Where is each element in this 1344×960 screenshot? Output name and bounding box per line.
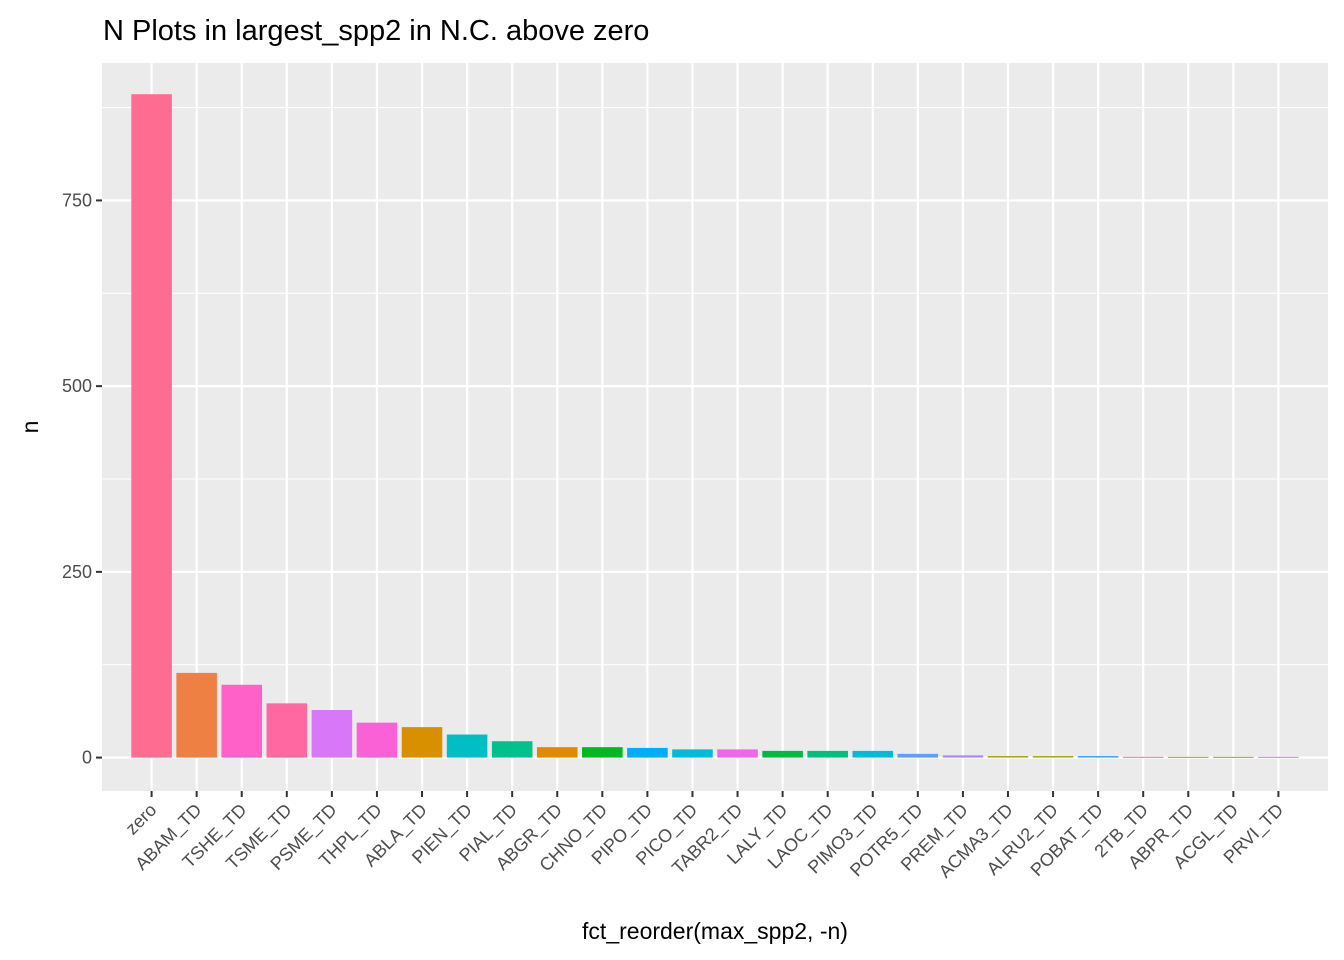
- bar-LALY_TD: [762, 750, 803, 758]
- bar-ABAM_TD: [176, 672, 217, 758]
- bar-POBAT_TD: [1077, 756, 1119, 758]
- bar-PIEN_TD: [446, 734, 488, 758]
- y-axis: 0 250 500 750: [62, 190, 102, 768]
- bar-2TB_TD: [1122, 756, 1164, 758]
- plot-panel: [102, 63, 1328, 791]
- bar-CHNO_TD: [582, 747, 623, 758]
- bar-POTR5_TD: [897, 753, 939, 758]
- bar-PICO_TD: [672, 749, 713, 758]
- bar-TABR2_TD: [717, 749, 758, 758]
- bar-PIPO_TD: [627, 747, 668, 758]
- bar-ACMA3_TD: [987, 756, 1029, 758]
- x-axis-title: fct_reorder(max_spp2, -n): [582, 918, 848, 944]
- y-tick-label: 500: [62, 376, 92, 396]
- bar-ACGL_TD: [1213, 756, 1254, 758]
- y-axis-title: n: [17, 421, 43, 434]
- bar-THPL_TD: [356, 722, 398, 758]
- bar-ALRU2_TD: [1032, 756, 1074, 758]
- y-tick-label: 0: [82, 748, 92, 768]
- bar-TSME_TD: [266, 703, 308, 758]
- bar-PSME_TD: [311, 710, 353, 758]
- bar-ABGR_TD: [536, 747, 578, 758]
- bar-PIAL_TD: [491, 741, 533, 758]
- bar-PIMO3_TD: [852, 750, 894, 758]
- y-tick-label: 750: [62, 190, 92, 210]
- bar-LAOC_TD: [807, 750, 848, 758]
- bar-PRVI_TD: [1258, 756, 1299, 758]
- bar-ABPR_TD: [1167, 756, 1209, 758]
- bar-TSHE_TD: [221, 684, 263, 758]
- x-axis: zeroABAM_TDTSHE_TDTSME_TDPSME_TDTHPL_TDA…: [122, 791, 1288, 882]
- chart-title: N Plots in largest_spp2 in N.C. above ze…: [103, 15, 649, 47]
- x-tick-label: zero: [122, 800, 161, 839]
- y-tick-label: 250: [62, 562, 92, 582]
- bars: [131, 94, 1299, 758]
- bar-zero: [131, 94, 172, 758]
- minor-gridlines: [102, 107, 1328, 666]
- bar-ABLA_TD: [401, 727, 443, 758]
- bar-PREM_TD: [942, 755, 984, 758]
